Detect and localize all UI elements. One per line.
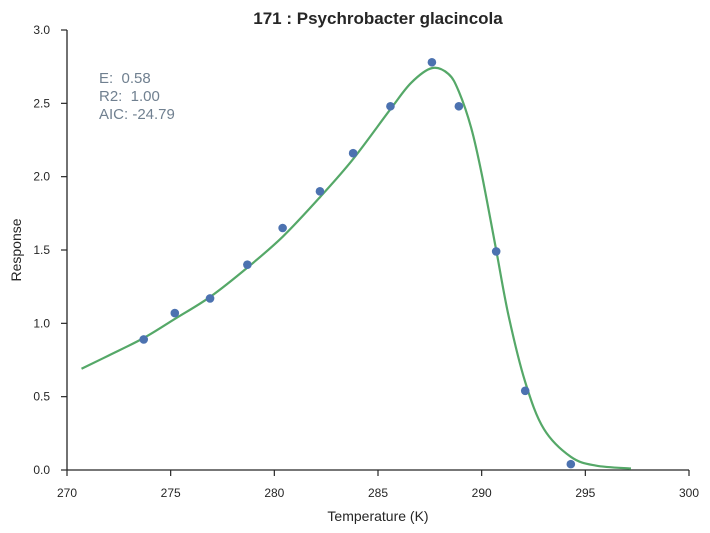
x-tick-label: 290: [472, 486, 492, 500]
y-axis-label: Response: [8, 218, 24, 281]
x-axis-label: Temperature (K): [327, 508, 428, 524]
plot-area: 270 275 280 285 290 295 300 0.0 0.5 1.0 1.5 2.0 2.5 3…: [33, 23, 699, 500]
x-tick-label: 280: [264, 486, 284, 500]
y-tick-label: 1.0: [33, 316, 50, 330]
x-tick-label: 285: [368, 486, 388, 500]
y-tick-label: 2.5: [33, 96, 50, 110]
stat-e: E: 0.58: [99, 70, 151, 87]
fit-curve: [81, 66, 632, 470]
fit-statistics: E: 0.58 R2: 1.00 AIC: -24.79: [99, 70, 175, 123]
chart-title: 171 : Psychrobacter glacincola: [253, 9, 503, 28]
x-tick-label: 295: [575, 486, 595, 500]
data-point: [139, 335, 149, 344]
data-point: [243, 260, 252, 269]
data-point: [491, 247, 501, 256]
y-tick-label: 3.0: [33, 23, 50, 37]
stat-aic: AIC: -24.79: [99, 106, 175, 123]
data-point: [348, 148, 358, 158]
data-point: [427, 57, 437, 67]
data-point: [170, 308, 180, 318]
y-tick-label: 0.5: [33, 390, 50, 404]
x-tick-label: 275: [161, 486, 181, 500]
y-tick-label: 0.0: [33, 463, 50, 477]
stat-r2: R2: 1.00: [99, 88, 160, 105]
data-point: [520, 386, 530, 396]
data-point: [315, 187, 325, 196]
data-point: [454, 101, 464, 111]
data-point: [566, 459, 576, 469]
y-tick-label: 1.5: [33, 243, 50, 257]
data-point: [205, 294, 215, 303]
x-tick-label: 300: [679, 486, 699, 500]
data-point: [386, 101, 395, 111]
x-tick-label: 270: [57, 486, 77, 500]
y-tick-label: 2.0: [33, 170, 50, 184]
data-point: [278, 223, 287, 233]
